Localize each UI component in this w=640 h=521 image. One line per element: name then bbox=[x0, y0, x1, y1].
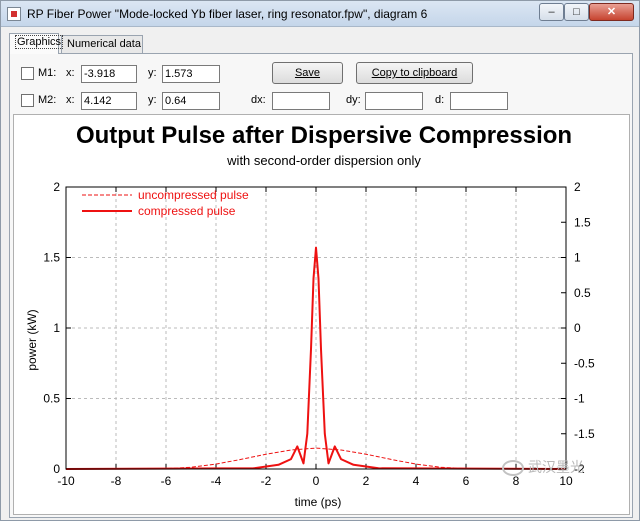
series-compressed-pulse bbox=[65, 246, 567, 470]
m2-checkbox[interactable] bbox=[21, 94, 34, 107]
plot-area[interactable]: Output Pulse after Dispersive Compressio… bbox=[13, 114, 630, 515]
m1-y-label: y: bbox=[148, 67, 157, 79]
chart-subtitle: with second-order dispersion only bbox=[226, 153, 421, 168]
series-uncompressed-pulse bbox=[65, 447, 567, 470]
y-axis-label: power (kW) bbox=[25, 309, 39, 370]
graphics-panel: M1: x: y: Save Copy to clipboard M2: x: … bbox=[9, 53, 633, 518]
grid bbox=[66, 187, 566, 469]
x-tick-label: 2 bbox=[363, 474, 370, 488]
m2-label: M2: bbox=[38, 94, 57, 106]
y2-tick-label: 0 bbox=[574, 321, 581, 335]
x-tick-label: -6 bbox=[161, 474, 172, 488]
tab-numerical-data-label: Numerical data bbox=[67, 38, 141, 50]
y-tick-label: 1.5 bbox=[43, 251, 60, 265]
y2-tick-label: -1.5 bbox=[574, 427, 595, 441]
axis-ticks: -10 -8 -6 -4 -2 0 2 4 6 8 1000.511.52-2-1.5-1-0.50… bbox=[43, 180, 595, 488]
output-pulse-chart: Output Pulse after Dispersive Compressio… bbox=[25, 122, 595, 509]
maximize-button[interactable]: □ bbox=[564, 3, 589, 21]
d-field[interactable] bbox=[450, 92, 508, 110]
dx-label: dx: bbox=[251, 94, 266, 106]
chart-title: Output Pulse after Dispersive Compressio… bbox=[76, 122, 572, 149]
y-tick-label: 2 bbox=[53, 180, 60, 194]
x-tick-label: -10 bbox=[57, 474, 75, 488]
copy-to-clipboard-button[interactable]: Copy to clipboard bbox=[356, 62, 473, 84]
m2-x-field[interactable] bbox=[81, 92, 137, 110]
x-tick-label: 4 bbox=[413, 474, 420, 488]
y2-tick-label: 1 bbox=[574, 251, 581, 265]
dy-label: dy: bbox=[346, 94, 361, 106]
marker-row-m2: M2: x: y: dx: dy: d: bbox=[10, 89, 632, 111]
watermark-text: 武汉墨光 bbox=[528, 459, 584, 475]
tab-graphics-label: Graphics bbox=[15, 35, 64, 49]
x-tick-label: -8 bbox=[111, 474, 122, 488]
y2-tick-label: -1 bbox=[574, 392, 585, 406]
minimize-button[interactable]: – bbox=[539, 3, 564, 21]
marker-row-m1: M1: x: y: Save Copy to clipboard bbox=[10, 62, 632, 84]
save-button-label: Save bbox=[294, 67, 321, 79]
y2-tick-label: 2 bbox=[574, 180, 581, 194]
x-tick-label: 10 bbox=[559, 474, 573, 488]
tab-graphics[interactable]: Graphics bbox=[9, 33, 64, 54]
plot-frame bbox=[65, 186, 567, 470]
m1-y-field[interactable] bbox=[162, 65, 220, 83]
m1-label: M1: bbox=[38, 67, 57, 79]
x-tick-label: -2 bbox=[261, 474, 272, 488]
y2-tick-label: 1.5 bbox=[574, 215, 591, 229]
wechat-icon bbox=[502, 460, 524, 477]
m1-checkbox[interactable] bbox=[21, 67, 34, 80]
legend-label-uncompressed: uncompressed pulse bbox=[138, 188, 249, 202]
m2-y-label: y: bbox=[148, 94, 157, 106]
watermark: 武汉墨光 bbox=[502, 457, 632, 479]
x-tick-label: -4 bbox=[211, 474, 222, 488]
m1-x-field[interactable] bbox=[81, 65, 137, 83]
y-tick-label: 1 bbox=[53, 321, 60, 335]
m2-y-field[interactable] bbox=[162, 92, 220, 110]
y2-tick-label: 0.5 bbox=[574, 286, 591, 300]
dy-field[interactable] bbox=[365, 92, 423, 110]
x-axis-label: time (ps) bbox=[295, 495, 342, 509]
dx-field[interactable] bbox=[272, 92, 330, 110]
m1-x-label: x: bbox=[66, 67, 75, 79]
window-title: RP Fiber Power "Mode-locked Yb fiber las… bbox=[27, 7, 428, 21]
tab-numerical-data[interactable]: Numerical data bbox=[61, 35, 143, 53]
m2-x-label: x: bbox=[66, 94, 75, 106]
y-tick-label: 0.5 bbox=[43, 392, 60, 406]
save-button[interactable]: Save bbox=[272, 62, 343, 84]
title-bar[interactable]: RP Fiber Power "Mode-locked Yb fiber las… bbox=[1, 1, 639, 27]
y2-tick-label: -2 bbox=[574, 462, 585, 476]
x-tick-label: 0 bbox=[313, 474, 320, 488]
y-tick-label: 0 bbox=[53, 462, 60, 476]
x-tick-label: 8 bbox=[513, 474, 520, 488]
series-group bbox=[65, 246, 567, 470]
legend: uncompressed pulse compressed pulse bbox=[82, 188, 249, 218]
copy-button-label: Copy to clipboard bbox=[371, 67, 458, 79]
y2-tick-label: -0.5 bbox=[574, 356, 595, 370]
d-label: d: bbox=[435, 94, 445, 106]
close-button[interactable]: ✕ bbox=[589, 3, 634, 21]
app-icon bbox=[7, 7, 21, 21]
legend-label-compressed: compressed pulse bbox=[138, 204, 236, 218]
x-tick-label: 6 bbox=[463, 474, 470, 488]
